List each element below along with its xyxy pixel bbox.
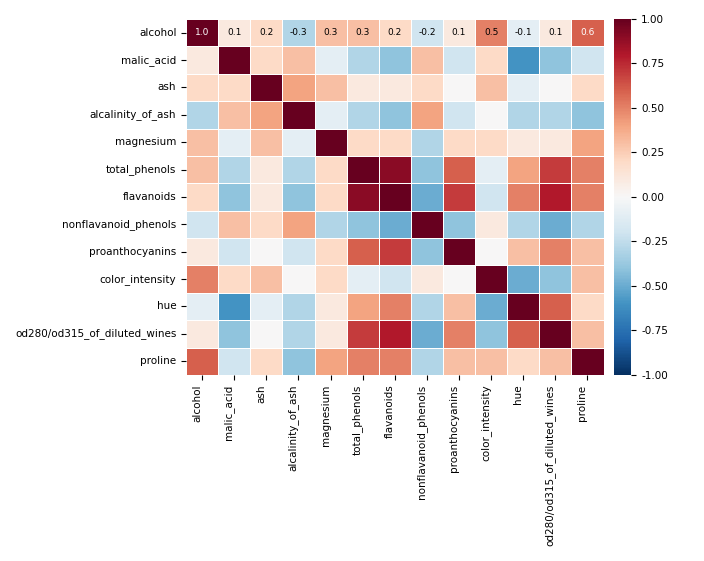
Text: 0.3: 0.3	[323, 28, 338, 37]
Text: 0.2: 0.2	[259, 28, 273, 37]
Text: -0.2: -0.2	[418, 28, 436, 37]
Text: 0.5: 0.5	[484, 28, 498, 37]
Text: 1.0: 1.0	[195, 28, 209, 37]
Text: 0.1: 0.1	[227, 28, 241, 37]
Text: 0.2: 0.2	[388, 28, 402, 37]
Text: 0.3: 0.3	[356, 28, 370, 37]
Text: 0.1: 0.1	[452, 28, 466, 37]
Text: -0.1: -0.1	[515, 28, 532, 37]
Text: 0.1: 0.1	[548, 28, 562, 37]
Text: -0.3: -0.3	[289, 28, 307, 37]
Text: 0.6: 0.6	[580, 28, 595, 37]
